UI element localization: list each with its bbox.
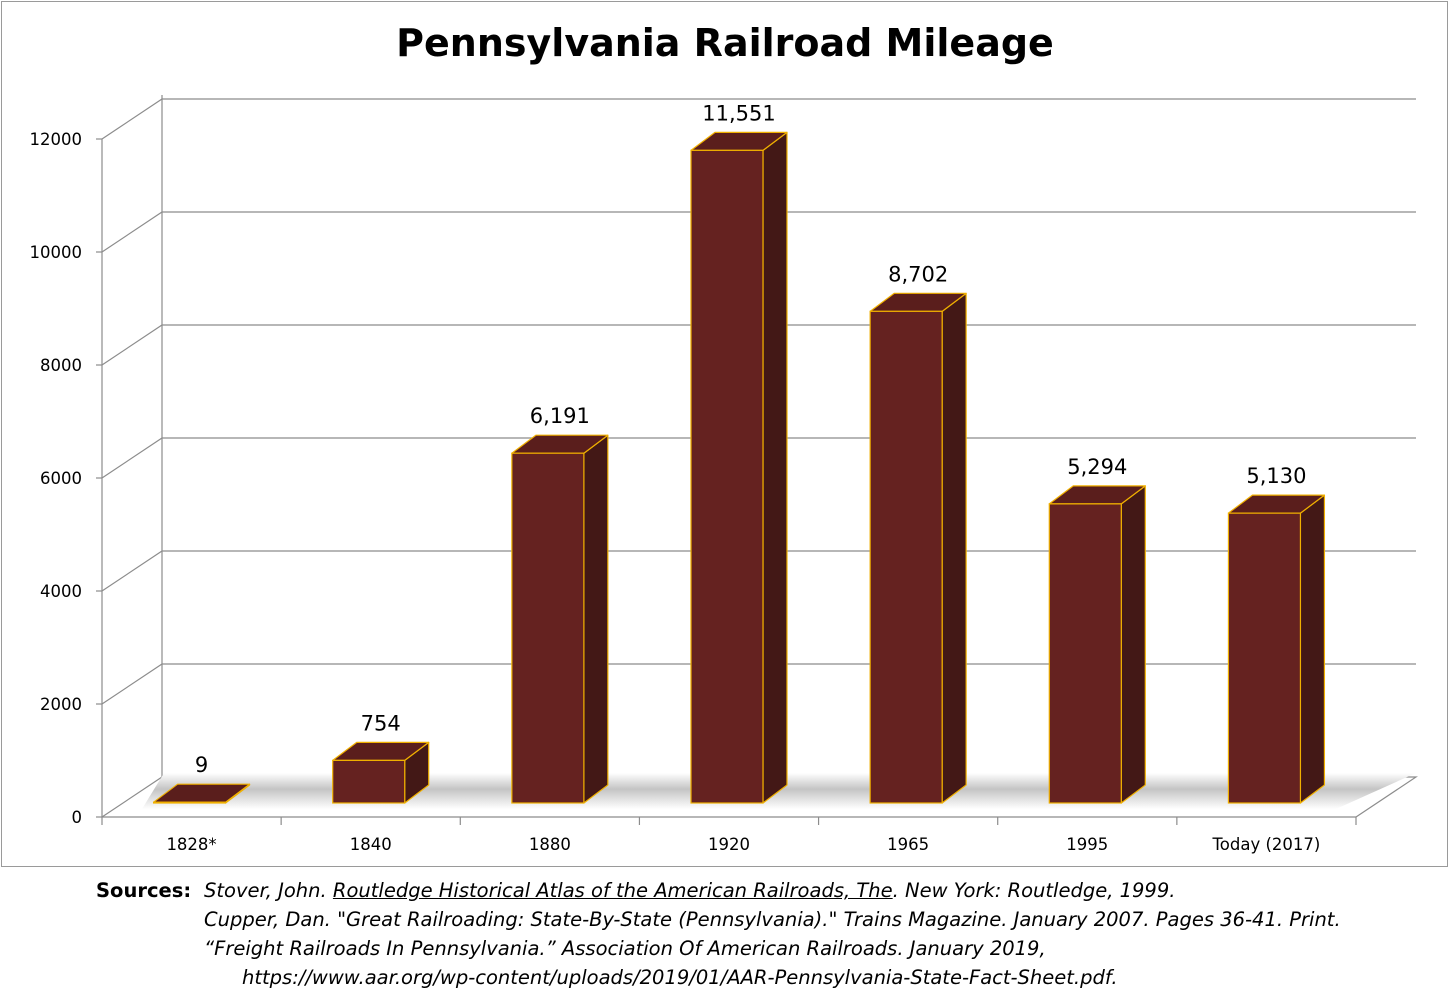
source-line-2: Cupper, Dan. "Great Railroading: State-B… (204, 908, 1341, 931)
bar (332, 741, 430, 804)
data-label: 5,294 (1067, 455, 1127, 479)
y-tick-label: 4000 (40, 582, 82, 601)
x-tick-label: 1920 (708, 835, 750, 854)
x-tick-label: 1995 (1066, 835, 1108, 854)
data-label: 8,702 (888, 262, 948, 286)
bar-front (1227, 512, 1302, 804)
source-1-title: Routledge Historical Atlas of the Americ… (332, 879, 893, 902)
bar-front (511, 452, 585, 804)
bar (511, 434, 609, 804)
source-1-author: Stover, John. (204, 879, 333, 902)
data-labels: 9 754 6,191 11,551 8,702 5,294 5,130 (195, 101, 1307, 777)
bar-side (583, 434, 609, 804)
bars (152, 131, 1326, 804)
source-line-1: Stover, John. Routledge Historical Atlas… (204, 876, 1175, 905)
y-tick-label: 10000 (30, 243, 83, 262)
sources-label: Sources: (96, 879, 192, 902)
y-tick-label: 12000 (30, 130, 83, 149)
bar-side (762, 131, 788, 804)
gridlines (101, 95, 1418, 818)
y-tick-label: 2000 (40, 695, 82, 714)
source-line-3: “Freight Railroads In Pennsylvania.” Ass… (204, 937, 1046, 960)
y-tick-label: 6000 (40, 469, 82, 488)
bar-side (1299, 494, 1326, 804)
y-tick-label: 8000 (40, 356, 82, 375)
y-tick-label: 0 (72, 808, 83, 827)
data-label: 754 (361, 711, 401, 735)
x-tick-label: 1880 (529, 835, 571, 854)
bar-front (332, 759, 406, 804)
bar (869, 292, 967, 804)
x-tick-label: 1840 (350, 835, 392, 854)
data-label: 9 (195, 753, 208, 777)
bar-front (869, 310, 943, 804)
bar (152, 783, 251, 804)
bar (1227, 494, 1326, 804)
source-line-4: https://www.aar.org/wp-content/uploads/2… (242, 966, 1118, 989)
bar-chart: Pennsylvania Railroad Mileage 0 2000 4000 6… (30, 21, 1418, 854)
chart-frame (1, 1, 1448, 867)
data-label: 11,551 (702, 101, 775, 125)
bar (690, 131, 788, 804)
bar-front (1048, 503, 1122, 804)
chart-title: Pennsylvania Railroad Mileage (396, 21, 1054, 65)
x-tick-label: 1828* (166, 835, 216, 854)
data-label: 5,130 (1246, 464, 1306, 488)
bar-front (690, 149, 764, 804)
x-tick-label: Today (2017) (1212, 835, 1321, 854)
bar (1048, 485, 1146, 804)
bar-side (1120, 485, 1146, 804)
data-label: 6,191 (530, 404, 590, 428)
bar-side (941, 292, 967, 804)
axes: 0 2000 4000 6000 8000 10000 12000 1828* 1840 1880… (30, 130, 1357, 854)
bar-front (152, 801, 227, 804)
x-tick-label: 1965 (887, 835, 929, 854)
source-1-publisher: . New York: Routledge, 1999. (892, 879, 1176, 902)
